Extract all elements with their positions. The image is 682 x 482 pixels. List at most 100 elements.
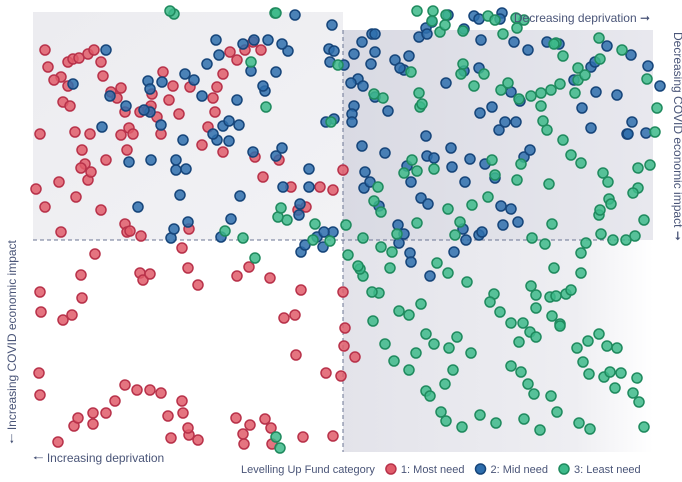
data-point (601, 40, 613, 52)
data-point (411, 5, 423, 17)
data-point (238, 438, 250, 450)
data-point (243, 261, 255, 273)
data-point (649, 126, 661, 138)
data-point (604, 366, 616, 378)
data-point (605, 198, 617, 210)
data-point (369, 46, 381, 58)
data-point (611, 342, 623, 354)
data-point (248, 34, 260, 46)
data-point (456, 421, 468, 433)
legend-label: 3: Least need (574, 464, 641, 476)
data-point (104, 90, 116, 102)
data-point (144, 384, 156, 396)
data-point (525, 280, 537, 292)
data-point (426, 15, 438, 27)
data-point (295, 284, 307, 296)
data-point (428, 338, 440, 350)
data-point (388, 355, 400, 367)
data-point (576, 102, 588, 114)
data-point (318, 226, 330, 238)
legend-item-3[interactable]: 3: Least need (558, 463, 641, 476)
data-point (219, 225, 231, 237)
data-point (176, 395, 188, 407)
data-point (157, 66, 169, 78)
data-point (420, 130, 432, 142)
data-point (346, 116, 358, 128)
data-point (424, 390, 436, 402)
data-point (173, 108, 185, 120)
data-point (638, 214, 650, 226)
data-point (201, 58, 213, 70)
data-point (249, 252, 261, 264)
data-point (394, 62, 406, 74)
data-point (337, 286, 349, 298)
legend-marker (385, 463, 397, 475)
data-point (543, 178, 555, 190)
data-point (48, 74, 60, 86)
data-point (100, 44, 112, 56)
data-point (641, 73, 653, 85)
data-point (100, 407, 112, 419)
data-point (607, 234, 619, 246)
data-point (87, 418, 99, 430)
data-point (548, 262, 560, 274)
data-point (522, 378, 534, 390)
data-point (476, 226, 488, 238)
data-point (368, 195, 380, 207)
data-point (276, 142, 288, 154)
data-point (633, 396, 645, 408)
data-point (42, 61, 54, 73)
data-point (348, 48, 360, 60)
data-point (486, 154, 498, 166)
data-point (339, 322, 351, 334)
data-point (448, 246, 460, 258)
data-point (34, 286, 46, 298)
data-point (97, 70, 109, 82)
data-point (196, 139, 208, 151)
data-point (569, 87, 581, 99)
data-point (170, 154, 182, 166)
legend-item-2[interactable]: 2: Mid need (474, 463, 548, 476)
data-point (474, 107, 486, 119)
data-point (230, 412, 242, 424)
data-point (176, 242, 188, 254)
data-point (345, 77, 357, 89)
data-point (565, 284, 577, 296)
data-point (410, 347, 422, 359)
data-point (590, 86, 602, 98)
data-point (609, 382, 621, 394)
data-point (484, 296, 496, 308)
data-point (188, 74, 200, 86)
data-point (580, 237, 592, 249)
axis-labels: Decreasing deprivation ➞ 🠐 Increasing de… (5, 11, 682, 465)
legend-item-1[interactable]: 1: Most need (385, 463, 465, 476)
data-point (127, 128, 139, 140)
data-point (165, 432, 177, 444)
data-point (182, 262, 194, 274)
data-point (565, 149, 577, 161)
data-point (411, 165, 423, 177)
data-point (539, 238, 551, 250)
x-axis-label-right: Decreasing deprivation ➞ (514, 11, 650, 25)
data-point (297, 431, 309, 443)
data-point (207, 128, 219, 140)
legend-label: 1: Most need (401, 464, 465, 476)
data-point (382, 105, 394, 117)
data-point (177, 407, 189, 419)
data-point (100, 154, 112, 166)
data-point (270, 7, 282, 19)
data-point (276, 38, 288, 50)
data-point (270, 431, 282, 443)
data-point (515, 158, 527, 170)
data-point (420, 328, 432, 340)
data-point (464, 153, 476, 165)
data-point (244, 419, 256, 431)
data-point (440, 415, 452, 427)
data-point (595, 228, 607, 240)
data-point (622, 128, 634, 140)
data-point (384, 262, 396, 274)
data-point (167, 80, 179, 92)
data-point (428, 163, 440, 175)
data-point (486, 101, 498, 113)
data-point (551, 406, 563, 418)
